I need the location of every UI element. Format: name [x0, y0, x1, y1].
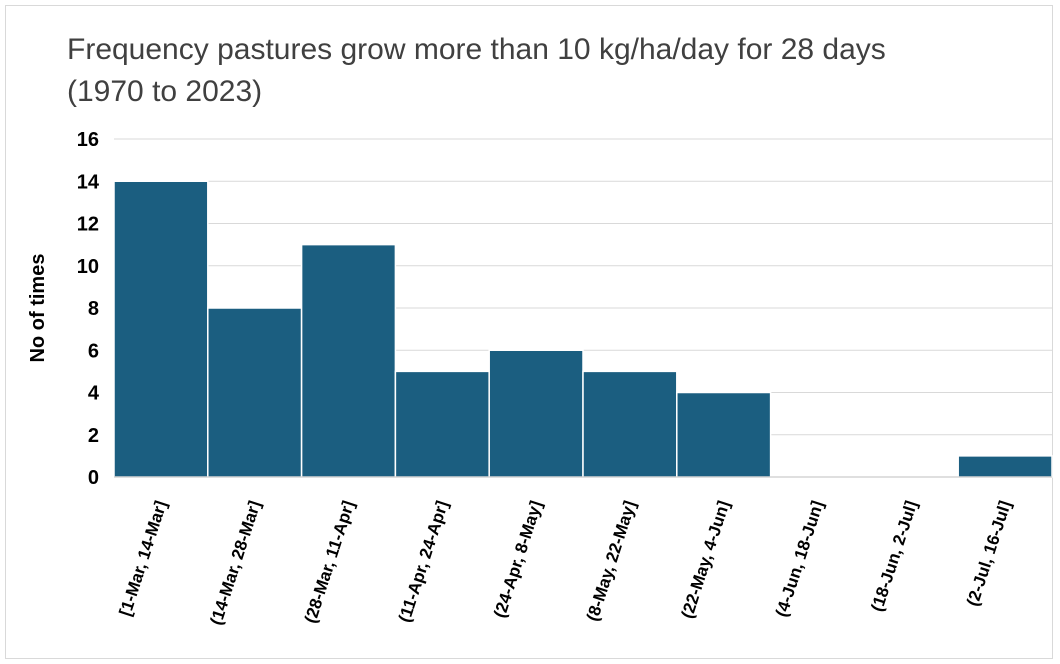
- bar: [676, 391, 772, 478]
- chart-svg: Frequency pastures grow more than 10 kg/…: [27, 33, 1053, 627]
- chart-frame: Frequency pastures grow more than 10 kg/…: [5, 5, 1053, 659]
- bars: [113, 180, 1053, 478]
- y-tick-label: 0: [88, 467, 99, 489]
- x-tick-labels: [1-Mar, 14-Mar] (14-Mar, 28-Mar] (28-Mar, …: [116, 498, 1015, 627]
- y-tick-label: 10: [77, 256, 99, 278]
- x-tick-label: [1-Mar, 14-Mar]: [116, 498, 171, 618]
- bar: [207, 307, 303, 478]
- y-tick-labels: 0 2 4 6 8 10 12 14 16: [77, 129, 100, 489]
- bar: [957, 455, 1053, 478]
- y-tick-label: 16: [77, 129, 99, 151]
- y-tick-label: 2: [88, 425, 99, 447]
- bar: [582, 370, 678, 478]
- x-tick-label: (4-Jun, 18-Jun]: [772, 498, 827, 619]
- title-line-2: (1970 to 2023): [67, 75, 262, 108]
- y-tick-label: 14: [77, 171, 100, 193]
- x-tick-label: (14-Mar, 28-Mar]: [206, 498, 264, 627]
- bar: [488, 349, 584, 478]
- x-tick-label: (24-Apr, 8-May]: [490, 498, 546, 620]
- y-axis-label: No of times: [27, 254, 49, 363]
- y-tick-label: 8: [88, 298, 99, 320]
- bar: [394, 370, 490, 478]
- chart-title: Frequency pastures grow more than 10 kg/…: [67, 33, 886, 108]
- y-tick-label: 4: [88, 383, 100, 405]
- x-tick-label: (28-Mar, 11-Apr]: [301, 498, 358, 625]
- y-tick-label: 12: [77, 214, 99, 236]
- x-tick-label: (22-May, 4-Jun]: [678, 498, 734, 620]
- x-tick-label: (8-May, 22-May]: [583, 498, 640, 623]
- y-tick-label: 6: [88, 340, 99, 362]
- bar: [300, 243, 397, 478]
- x-tick-label: (18-Jun, 2-Jul]: [867, 498, 921, 613]
- bar: [113, 180, 209, 478]
- x-tick-label: (11-Apr, 24-Apr]: [395, 498, 452, 624]
- x-tick-label: (2-Jul, 16-Jul]: [963, 498, 1015, 608]
- title-line-1: Frequency pastures grow more than 10 kg/…: [67, 33, 886, 66]
